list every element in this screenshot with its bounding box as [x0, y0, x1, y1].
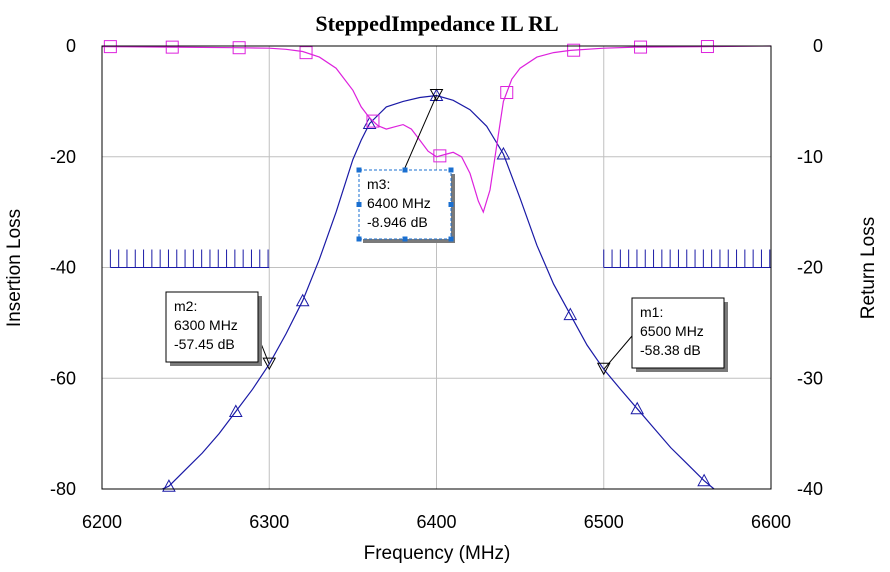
square-marker [165, 40, 179, 54]
y-tick-label-left: -20 [50, 147, 76, 167]
selection-handle [402, 236, 408, 242]
x-tick-label: 6500 [584, 512, 624, 532]
triangle-marker [496, 146, 511, 160]
annotation-layer: m2: 6300 MHz -57.45 dB m3: 6400 MHz -8.946 dB… [165, 89, 728, 376]
square-marker [567, 43, 581, 57]
triangle-marker [563, 307, 578, 321]
x-axis-label: Frequency (MHz) [364, 543, 511, 564]
marker-label-line: m2: [174, 298, 197, 314]
y-tick-label-left: 0 [66, 36, 76, 56]
limit-mask [603, 249, 771, 268]
y-tick-label-right: -30 [797, 368, 823, 388]
marker-label-line: 6400 MHz [367, 195, 431, 211]
square-marker [103, 40, 117, 54]
x-tick-label: 6600 [751, 512, 791, 532]
plot-frame [101, 45, 772, 490]
y-tick-label-right: -20 [797, 258, 823, 278]
y-tick-label-right: 0 [813, 36, 823, 56]
marker-label-line: m1: [640, 304, 663, 320]
selection-handle [448, 236, 454, 242]
y-tick-label-left: -80 [50, 479, 76, 499]
square-marker [500, 86, 514, 100]
marker-label-line: -57.45 dB [174, 336, 235, 352]
x-tick-label: 6300 [249, 512, 289, 532]
y-axis-label-left: Insertion Loss [4, 209, 25, 327]
return-loss-series [101, 40, 772, 214]
selection-handle [356, 167, 362, 173]
marker-label-line: -8.946 dB [367, 214, 428, 230]
limit-mask [109, 249, 270, 268]
marker-label-line: -58.38 dB [640, 342, 701, 358]
insertion-loss-series [161, 88, 715, 492]
marker-box [631, 297, 725, 369]
return-loss-line [101, 45, 772, 214]
chart-title: SteppedImpedance IL RL [315, 11, 558, 36]
marker-label-line: 6300 MHz [174, 317, 238, 333]
marker-m1: m1: 6500 MHz -58.38 dB [596, 297, 728, 376]
marker-label-line: 6500 MHz [640, 323, 704, 339]
y-tick-label-left: -40 [50, 258, 76, 278]
y-tick-label-right: -10 [797, 147, 823, 167]
selection-handle [448, 167, 454, 173]
triangle-marker [162, 479, 176, 492]
triangle-marker [697, 473, 711, 487]
marker-box [165, 291, 259, 363]
y-axis-label-right: Return Loss [858, 217, 879, 319]
square-marker [366, 114, 380, 128]
x-tick-label: 6200 [82, 512, 122, 532]
marker-box [358, 169, 452, 240]
triangle-marker [295, 293, 310, 307]
x-tick-label: 6400 [416, 512, 456, 532]
selection-handle [402, 167, 408, 173]
marker-symbol [262, 357, 277, 371]
square-marker [700, 40, 714, 54]
marker-m2: m2: 6300 MHz -57.45 dB [165, 291, 277, 371]
square-marker [299, 46, 313, 60]
series-layer [101, 40, 772, 492]
triangle-marker [228, 404, 243, 417]
marker-label-line: m3: [367, 176, 390, 192]
y-tick-label-left: -60 [50, 368, 76, 388]
selection-handle [356, 236, 362, 242]
selection-handle [356, 202, 362, 207]
y-tick-label-right: -40 [797, 479, 823, 499]
square-marker [433, 149, 447, 163]
insertion-loss-line [161, 94, 715, 490]
marker-leader [403, 95, 437, 171]
marker-m3: m3: 6400 MHz -8.946 dB [356, 89, 455, 243]
square-marker [634, 40, 648, 54]
tick-labels: 6200 6300 6400 6500 6600 0 -20 -40 -60 -80 0 -10 -20… [50, 36, 823, 532]
selection-handle [448, 202, 454, 207]
marker-symbol [429, 89, 444, 102]
mask-layer [109, 249, 771, 268]
square-marker [232, 41, 246, 55]
marker-symbol [596, 362, 611, 376]
triangle-marker [630, 401, 645, 415]
